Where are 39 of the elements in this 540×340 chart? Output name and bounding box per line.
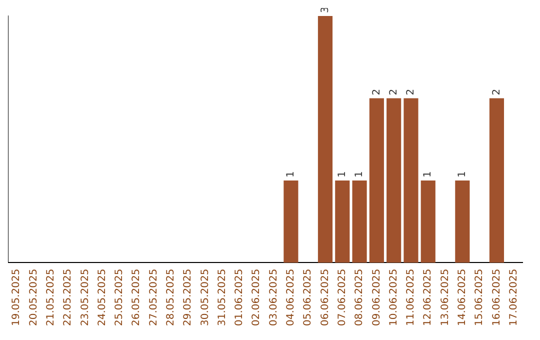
x-tick-label: 27.05.2025: [148, 268, 160, 326]
data-label: 1: [457, 171, 468, 178]
x-tick-label: 07.06.2025: [336, 268, 348, 326]
x-tick-label: 22.05.2025: [62, 268, 74, 326]
x-tick-label: 28.05.2025: [166, 268, 176, 326]
x-tick-label: 05.06.2025: [302, 268, 314, 326]
data-label: 1: [422, 171, 434, 178]
x-tick-label: 14.06.2025: [457, 268, 468, 326]
x-tick-label: 04.06.2025: [286, 268, 297, 326]
x-tick-label: 12.06.2025: [422, 268, 434, 326]
data-label: 2: [388, 88, 400, 96]
x-tick-label: 02.06.2025: [251, 268, 262, 326]
x-tick-label: 19.05.2025: [11, 268, 22, 326]
data-label: 2: [406, 88, 417, 96]
x-tick-label: 25.05.2025: [114, 268, 126, 326]
x-tick-label: 09.06.2025: [371, 268, 382, 326]
x-tick-label: 31.05.2025: [216, 268, 228, 326]
x-tick-label: 29.05.2025: [182, 268, 194, 326]
data-label: 1: [286, 171, 297, 178]
x-tick-label: 11.06.2025: [406, 268, 417, 326]
x-tick-label: 10.06.2025: [388, 268, 400, 326]
x-tick-label: 06.06.2025: [320, 268, 331, 326]
x-tick-label: 16.06.2025: [491, 268, 502, 326]
x-tick-label: 26.05.2025: [131, 268, 142, 326]
data-label: 1: [336, 171, 348, 178]
x-tick-label: 17.06.2025: [508, 268, 520, 326]
x-tick-label: 21.05.2025: [45, 268, 56, 326]
data-label: 2: [491, 88, 502, 96]
data-label: 1: [354, 171, 366, 178]
x-tick-label: 20.05.2025: [28, 268, 40, 326]
x-tick-label: 01.06.2025: [234, 268, 246, 326]
x-tick-label: 15.06.2025: [474, 268, 486, 326]
x-tick-label: 30.05.2025: [200, 268, 211, 326]
x-tick-label: 23.05.2025: [80, 268, 91, 326]
x-tick-label: 03.06.2025: [268, 268, 280, 326]
x-tick-label: 13.06.2025: [440, 268, 451, 326]
x-tick-label: 08.06.2025: [354, 268, 366, 326]
data-label: 2: [371, 88, 382, 96]
x-tick-label: 24.05.2025: [96, 268, 108, 326]
